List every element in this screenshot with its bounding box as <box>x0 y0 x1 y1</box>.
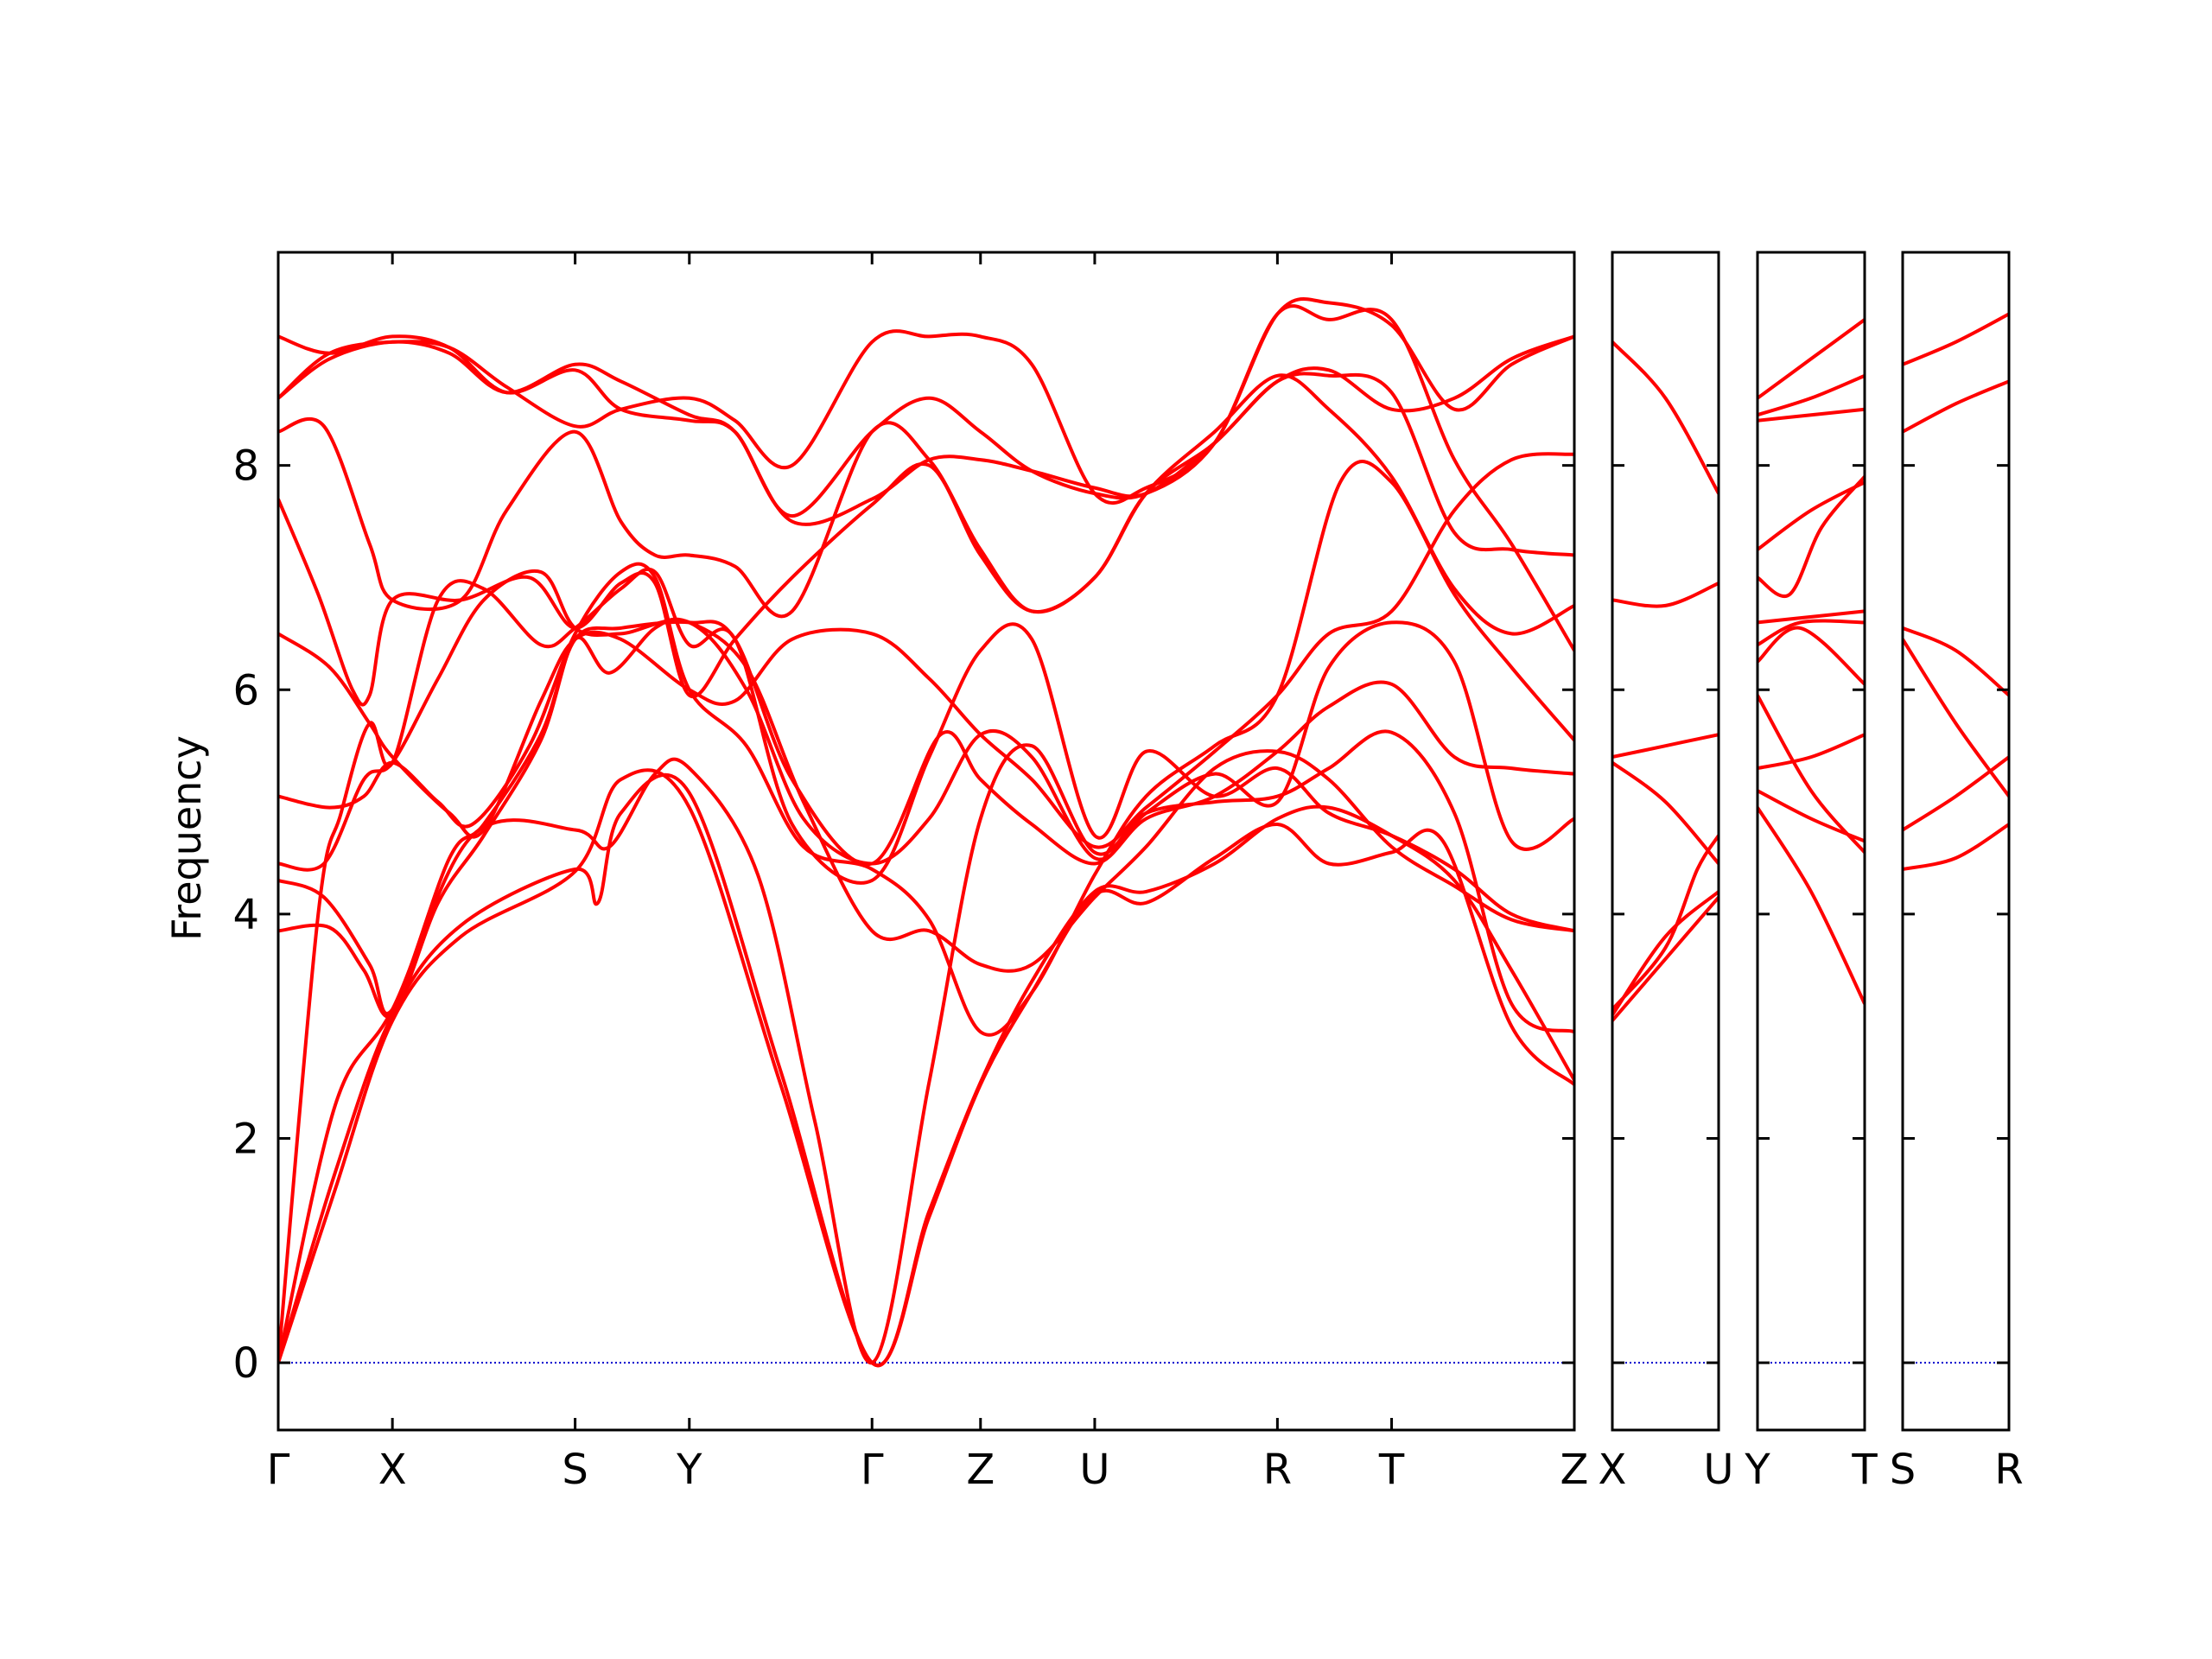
band-line <box>1758 733 1865 771</box>
band-line <box>1758 407 1865 423</box>
band-line <box>1903 312 2009 366</box>
band-line <box>1612 582 1719 608</box>
band-line <box>1758 373 1865 417</box>
band-line <box>278 620 1574 1015</box>
axes-frame <box>1611 251 1720 1432</box>
band-line <box>1612 733 1719 760</box>
band-line <box>1758 626 1865 686</box>
band-line <box>1612 896 1719 1022</box>
band-line <box>1903 638 2009 798</box>
x-tick-label: T <box>1851 1446 1878 1494</box>
x-tick-label: Y <box>676 1446 702 1494</box>
band-line <box>1758 480 1865 551</box>
band-line <box>1903 755 2009 832</box>
x-tick-label: Z <box>966 1446 995 1494</box>
band-line <box>278 334 1574 518</box>
axes-frame <box>1901 251 2011 1432</box>
band-line <box>1903 823 2009 871</box>
x-tick-label: U <box>1703 1446 1733 1494</box>
band-line <box>278 297 1574 505</box>
band-line <box>1903 379 2009 434</box>
x-tick-label: T <box>1378 1446 1405 1494</box>
x-tick-label: S <box>1890 1446 1916 1494</box>
band-line <box>278 460 1574 1037</box>
band-line <box>1612 834 1719 1011</box>
x-tick-label: Γ <box>267 1446 290 1494</box>
x-tick-label: Z <box>1560 1446 1589 1494</box>
band-line <box>1758 475 1865 598</box>
bands <box>1612 340 1719 1022</box>
x-tick-label: U <box>1079 1446 1109 1494</box>
band-line <box>278 567 1574 1363</box>
y-tick-label: 8 <box>232 442 259 491</box>
band-line <box>1612 760 1719 865</box>
band-line <box>278 452 1574 849</box>
x-tick-label: X <box>378 1446 407 1494</box>
band-line <box>278 772 1574 1368</box>
panel-main: 0 2 4 6 8 Γ X S Y Γ Z U R T Z <box>232 251 1589 1494</box>
x-tick-label: Γ <box>861 1446 884 1494</box>
y-axis-label: Frequency <box>163 735 210 941</box>
axes-frame <box>1756 251 1866 1432</box>
band-line <box>1612 890 1719 1016</box>
bands <box>1758 318 1865 1005</box>
band-line <box>1758 619 1865 647</box>
band-line <box>1903 626 2009 697</box>
x-tick-label: R <box>1263 1446 1292 1494</box>
band-line <box>278 372 1574 707</box>
band-line <box>278 304 1574 652</box>
axes-frame <box>276 251 1576 1432</box>
band-line <box>278 569 1574 872</box>
x-tick-label: X <box>1599 1446 1627 1494</box>
band-line <box>1612 340 1719 495</box>
x-tick-label: Y <box>1744 1446 1770 1494</box>
band-line <box>278 768 1574 1367</box>
band-line <box>1758 789 1865 843</box>
y-tick-label: 0 <box>232 1339 259 1388</box>
band-line <box>1758 694 1865 854</box>
bands <box>1903 312 2009 871</box>
y-tick-label: 2 <box>232 1115 259 1163</box>
y-tick-label: 6 <box>232 666 259 715</box>
bands <box>278 297 1574 1368</box>
band-line <box>1758 806 1865 1005</box>
band-line <box>278 617 1574 1019</box>
band-line <box>1758 609 1865 625</box>
band-line <box>1758 318 1865 400</box>
x-tick-label: R <box>1994 1446 2023 1494</box>
y-tick-label: 4 <box>232 891 259 939</box>
x-tick-label: S <box>562 1446 588 1494</box>
